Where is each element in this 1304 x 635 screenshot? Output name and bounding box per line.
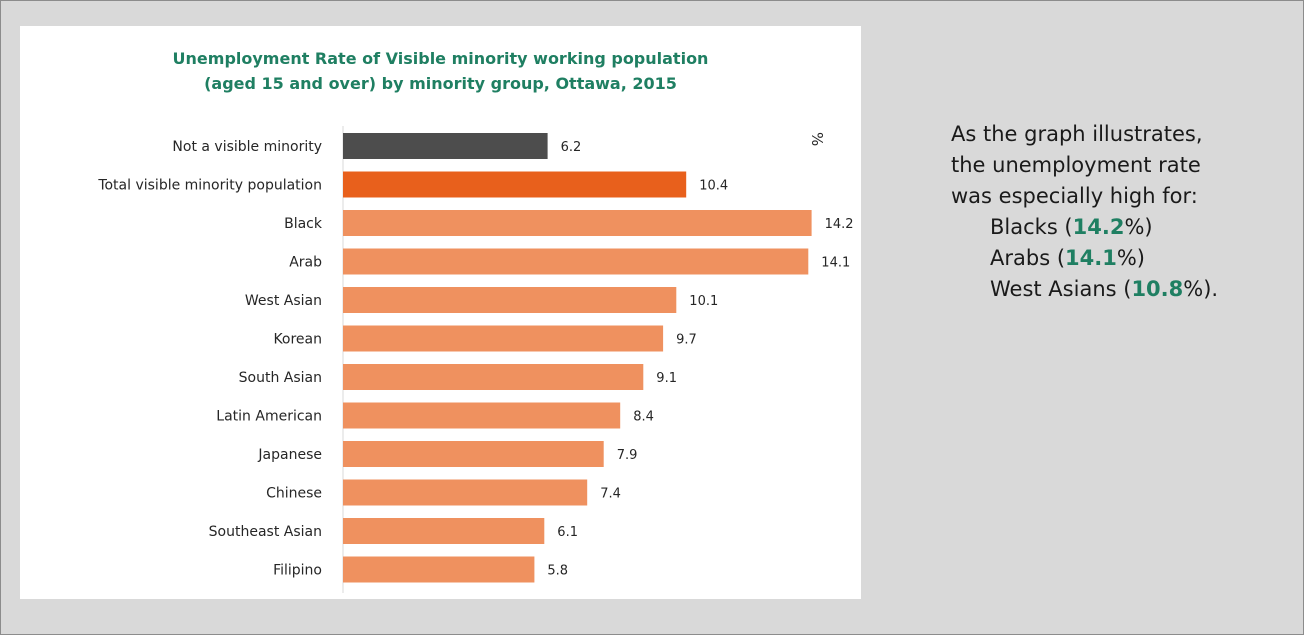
commentary-item: West Asians (10.8%). xyxy=(951,274,1291,305)
bar xyxy=(343,518,545,544)
bar-chart: % Not a visible minority 6.2 Total visible… xyxy=(97,126,854,593)
category-label: Filipino xyxy=(273,563,322,579)
value-label: 14.1 xyxy=(821,256,850,271)
commentary-item-prefix: Arabs ( xyxy=(990,246,1066,270)
commentary-item-value: 14.1 xyxy=(1065,246,1117,270)
value-label: 14.2 xyxy=(825,217,854,232)
category-label: Korean xyxy=(273,332,322,348)
category-label: West Asian xyxy=(245,293,322,309)
commentary-item-prefix: Blacks ( xyxy=(990,215,1073,239)
chart-title-line-1: Unemployment Rate of Visible minority wo… xyxy=(172,49,709,68)
commentary-line-3: was especially high for: xyxy=(951,184,1198,208)
category-label: Not a visible minority xyxy=(172,139,322,155)
value-label: 5.8 xyxy=(547,564,568,579)
commentary-item-suffix: %) xyxy=(1116,246,1145,270)
category-label: Black xyxy=(284,216,323,232)
bar xyxy=(343,441,604,467)
chart-title: Unemployment Rate of Visible minority wo… xyxy=(20,46,861,96)
commentary-item-prefix: West Asians ( xyxy=(990,277,1132,301)
commentary-item: Blacks (14.2%) xyxy=(951,212,1291,243)
bar xyxy=(343,287,677,313)
bar xyxy=(343,325,664,352)
value-label: 9.7 xyxy=(676,333,697,348)
bar xyxy=(343,210,812,236)
value-label: 7.4 xyxy=(600,487,621,502)
category-label: Japanese xyxy=(257,447,322,463)
bar xyxy=(343,479,588,506)
value-label: 10.4 xyxy=(699,179,728,194)
unit-label: % xyxy=(808,132,826,146)
commentary-line-2: the unemployment rate xyxy=(951,153,1201,177)
bar xyxy=(343,171,687,198)
value-label: 10.1 xyxy=(689,294,718,309)
bar xyxy=(343,248,809,275)
category-label: Total visible minority population xyxy=(97,178,322,194)
bars-group: Not a visible minority 6.2 Total visible m… xyxy=(97,133,854,583)
category-label: South Asian xyxy=(239,370,322,386)
commentary-line-1: As the graph illustrates, xyxy=(951,122,1203,146)
commentary-item-value: 10.8 xyxy=(1131,277,1184,301)
category-label: Chinese xyxy=(266,486,322,502)
chart-title-line-2: (aged 15 and over) by minority group, Ot… xyxy=(204,74,677,93)
value-label: 9.1 xyxy=(656,371,677,386)
bar xyxy=(343,556,535,583)
value-label: 6.1 xyxy=(557,525,578,540)
bar xyxy=(343,133,548,159)
category-label: Arab xyxy=(289,255,322,271)
bar xyxy=(343,402,621,429)
commentary-text: As the graph illustrates, the unemployme… xyxy=(951,119,1291,305)
value-label: 8.4 xyxy=(633,410,654,425)
commentary-item-value: 14.2 xyxy=(1072,215,1125,239)
commentary-item-suffix: %) xyxy=(1124,215,1153,239)
value-label: 7.9 xyxy=(617,448,638,463)
category-label: Latin American xyxy=(216,409,322,425)
category-label: Southeast Asian xyxy=(209,524,322,540)
bar xyxy=(343,364,644,390)
commentary-item-suffix: %). xyxy=(1183,277,1219,301)
commentary-item: Arabs (14.1%) xyxy=(951,243,1291,274)
chart-panel: Unemployment Rate of Visible minority wo… xyxy=(20,26,861,599)
value-label: 6.2 xyxy=(561,140,582,155)
